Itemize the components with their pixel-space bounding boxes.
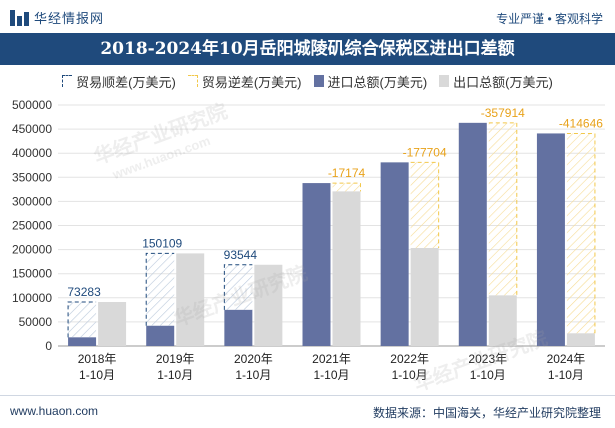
footer-website[interactable]: www.huaon.com bbox=[10, 404, 99, 418]
y-tick-label: 350000 bbox=[12, 170, 52, 184]
legend-item-surplus: 贸易顺差(万美元) bbox=[62, 71, 176, 91]
legend-label-surplus: 贸易顺差(万美元) bbox=[76, 74, 176, 90]
x-tick-label: 1-10月 bbox=[235, 368, 271, 382]
chart-legend: 贸易顺差(万美元) 贸易逆差(万美元) 进口总额(万美元) 出口总额(万美元) bbox=[0, 71, 615, 91]
legend-label-export: 出口总额(万美元) bbox=[453, 74, 553, 90]
y-tick-label: 450000 bbox=[12, 122, 52, 136]
top-bar: 华经情报网 专业严谨 • 客观科学 bbox=[0, 0, 615, 33]
y-tick-label: 100000 bbox=[12, 291, 52, 305]
export-bar bbox=[254, 264, 283, 346]
x-tick-label: 1-10月 bbox=[392, 368, 428, 382]
x-tick-label: 1-10月 bbox=[79, 368, 115, 382]
logo-icon bbox=[10, 9, 29, 26]
surplus-bar bbox=[68, 302, 97, 338]
surplus-bar bbox=[146, 253, 175, 326]
import-bar bbox=[536, 133, 565, 346]
import-bar bbox=[224, 309, 253, 346]
data-label: -17174 bbox=[328, 166, 366, 180]
footer: www.huaon.com 数据来源：中国海关，华经产业研究院整理 bbox=[0, 395, 615, 428]
import-bar bbox=[380, 162, 409, 346]
y-tick-label: 0 bbox=[45, 339, 52, 353]
deficit-outline bbox=[488, 122, 518, 296]
legend-label-import: 进口总额(万美元) bbox=[327, 74, 428, 90]
surplus-outline bbox=[67, 301, 97, 338]
import-bar bbox=[68, 337, 97, 346]
x-tick-label: 2020年 bbox=[234, 352, 273, 366]
export-bar bbox=[98, 302, 127, 346]
export-bar bbox=[332, 191, 361, 346]
y-tick-label: 300000 bbox=[12, 194, 52, 208]
deficit-outline bbox=[410, 161, 440, 249]
export-bar bbox=[488, 295, 517, 346]
logo: 华经情报网 bbox=[10, 8, 104, 27]
import-bar bbox=[302, 183, 331, 346]
export-swatch-icon bbox=[439, 75, 450, 87]
x-tick-label: 2023年 bbox=[468, 352, 507, 366]
surplus-outline bbox=[145, 252, 175, 326]
x-tick-label: 2022年 bbox=[390, 352, 429, 366]
x-tick-label: 1-10月 bbox=[470, 368, 506, 382]
export-bar bbox=[566, 333, 595, 346]
x-tick-label: 1-10月 bbox=[313, 368, 349, 382]
data-label: -357914 bbox=[481, 106, 525, 120]
surplus-outline bbox=[223, 264, 253, 310]
data-label: -414646 bbox=[559, 116, 603, 130]
legend-item-import: 进口总额(万美元) bbox=[313, 71, 428, 91]
y-tick-label: 50000 bbox=[19, 315, 53, 329]
deficit-outline bbox=[566, 132, 596, 334]
chart-plot: 0 50000 100000 150000 200000 250000 300000 3500… bbox=[12, 98, 605, 382]
x-tick-label: 2021年 bbox=[312, 352, 351, 366]
deficit-bar bbox=[332, 183, 361, 192]
deficit-swatch-icon bbox=[187, 75, 198, 87]
export-bar bbox=[410, 248, 439, 346]
x-tick-label: 1-10月 bbox=[157, 368, 193, 382]
deficit-outline bbox=[332, 182, 361, 192]
x-tick-label: 2019年 bbox=[156, 352, 195, 366]
import-swatch-icon bbox=[313, 75, 324, 87]
surplus-bar bbox=[224, 264, 253, 310]
y-tick-label: 250000 bbox=[12, 219, 52, 233]
legend-item-deficit: 贸易逆差(万美元) bbox=[187, 71, 302, 91]
import-bar bbox=[458, 122, 487, 346]
y-tick-label: 500000 bbox=[12, 98, 52, 112]
x-tick-label: 2024年 bbox=[547, 352, 586, 366]
deficit-bar bbox=[488, 122, 517, 296]
data-label: 150109 bbox=[142, 236, 182, 250]
x-tick-label: 2018年 bbox=[78, 352, 117, 366]
legend-item-export: 出口总额(万美元) bbox=[439, 71, 553, 91]
data-label: -177704 bbox=[403, 145, 447, 159]
footer-source: 数据来源：中国海关，华经产业研究院整理 bbox=[372, 406, 601, 420]
y-tick-label: 200000 bbox=[12, 243, 52, 257]
import-bar bbox=[146, 325, 175, 346]
chart-title: 2018-2024年10月岳阳城陵矶综合保税区进出口差额 bbox=[0, 33, 615, 65]
data-label: 93544 bbox=[224, 248, 258, 262]
logo-text: 华经情报网 bbox=[34, 11, 105, 26]
y-tick-label: 400000 bbox=[12, 146, 52, 160]
y-tick-label: 150000 bbox=[12, 267, 52, 281]
export-bar bbox=[176, 253, 205, 346]
x-tick-label: 1-10月 bbox=[548, 368, 584, 382]
deficit-bar bbox=[566, 133, 595, 334]
deficit-bar bbox=[410, 162, 439, 249]
data-label: 73283 bbox=[67, 285, 101, 299]
legend-label-deficit: 贸易逆差(万美元) bbox=[201, 74, 302, 90]
tagline: 专业严谨 • 客观科学 bbox=[496, 12, 603, 26]
surplus-swatch-icon bbox=[62, 75, 73, 87]
